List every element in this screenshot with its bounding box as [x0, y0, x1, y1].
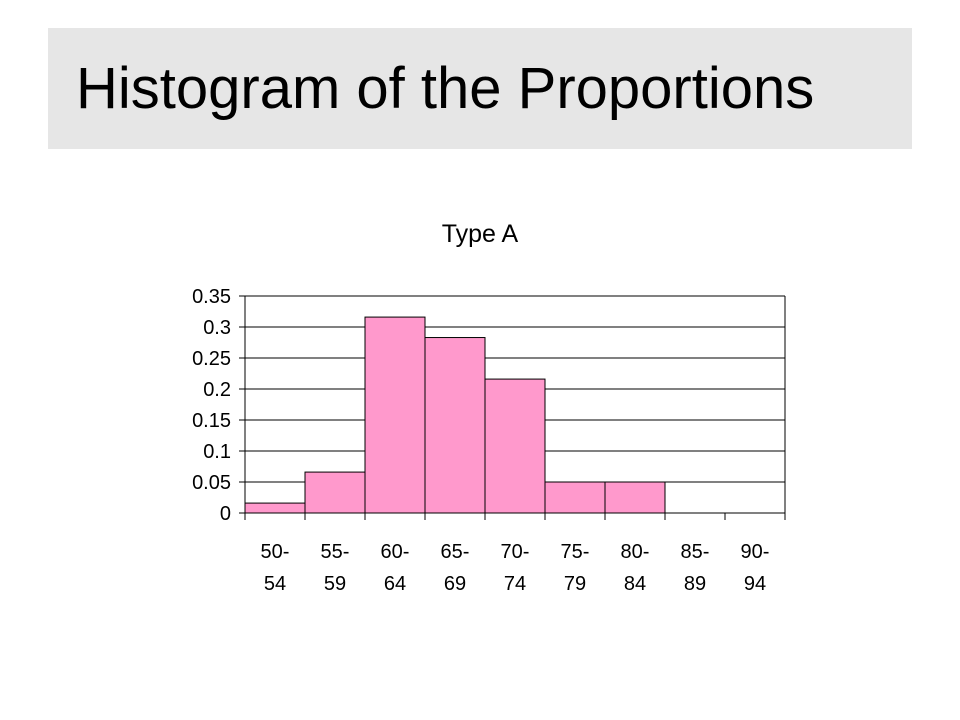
y-tick-label: 0.1 — [203, 441, 231, 463]
chart-bars — [244, 316, 666, 514]
slide-title: Histogram of the Proportions — [76, 56, 815, 121]
x-tick-label: 89 — [684, 573, 706, 595]
slide-title-bar: Histogram of the Proportions — [48, 28, 912, 149]
x-tick-label: 65- — [441, 541, 470, 563]
x-tick-label: 80- — [621, 541, 650, 563]
x-tick-label: 84 — [624, 573, 646, 595]
x-tick-label: 50- — [261, 541, 290, 563]
y-tick-label: 0 — [220, 503, 231, 525]
x-tick-label: 79 — [564, 573, 586, 595]
x-tick-label: 74 — [504, 573, 526, 595]
y-tick-label: 0.3 — [203, 317, 231, 339]
y-axis-tick-labels: 0 0.05 0.1 0.15 0.2 0.25 0.3 0.35 — [192, 286, 231, 525]
y-tick-label: 0.35 — [192, 286, 231, 308]
y-tick-label: 0.05 — [192, 472, 231, 494]
chart-title: Type A — [442, 220, 519, 248]
x-axis-tick-labels: 50- 54 55- 59 60- 64 65- 69 70- 74 75- 79 80- 84 85- 89… — [261, 541, 770, 595]
histogram-bar — [304, 471, 366, 514]
x-tick-label: 75- — [561, 541, 590, 563]
y-tick-label: 0.25 — [192, 348, 231, 370]
y-tick-label: 0.2 — [203, 379, 231, 401]
chart-axes — [239, 295, 786, 520]
histogram-bar — [244, 502, 306, 514]
histogram-bar — [424, 337, 486, 514]
histogram-bar — [364, 316, 426, 514]
y-tick-label: 0.15 — [192, 410, 231, 432]
x-tick-label: 59 — [324, 573, 346, 595]
x-tick-label: 55- — [321, 541, 350, 563]
histogram-bar — [544, 481, 606, 514]
x-tick-label: 64 — [384, 573, 406, 595]
x-tick-label: 85- — [681, 541, 710, 563]
x-tick-label: 94 — [744, 573, 766, 595]
x-tick-label: 60- — [381, 541, 410, 563]
x-tick-label: 90- — [741, 541, 770, 563]
x-tick-label: 69 — [444, 573, 466, 595]
histogram-bar — [604, 481, 666, 514]
histogram-bar — [484, 378, 546, 514]
x-tick-label: 54 — [264, 573, 286, 595]
x-tick-label: 70- — [501, 541, 530, 563]
